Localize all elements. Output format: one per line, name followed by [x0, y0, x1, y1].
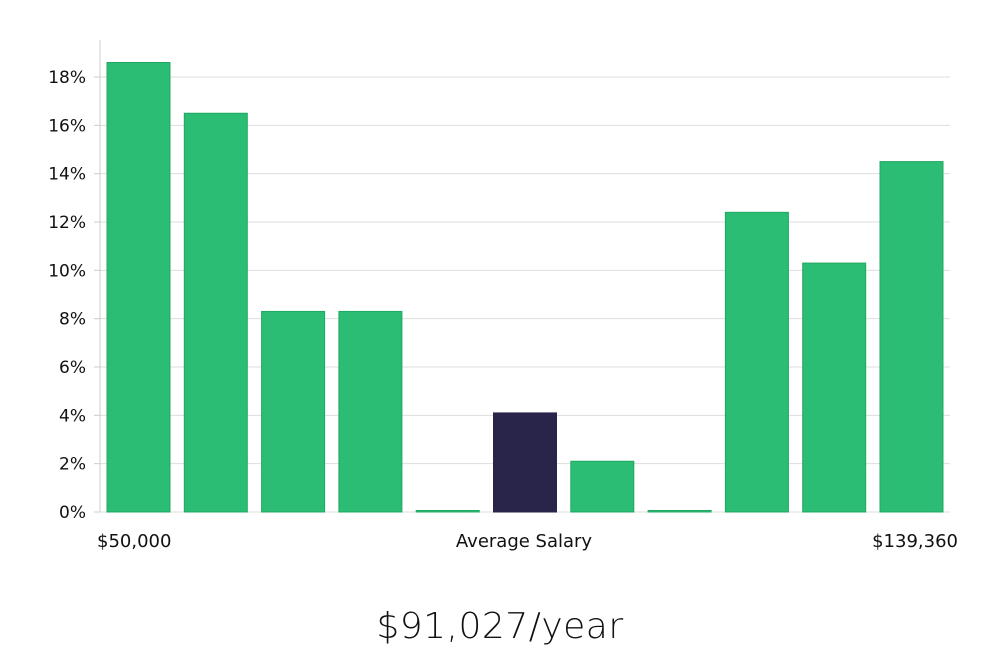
bar [879, 161, 944, 513]
bars [106, 62, 944, 513]
bar [570, 460, 635, 513]
y-tick-label: 8% [59, 310, 86, 330]
y-tick-label: 16% [48, 116, 86, 136]
y-tick-label: 4% [59, 406, 86, 426]
y-tick-label: 12% [48, 213, 86, 233]
y-tick-label: 18% [48, 68, 86, 88]
bar [415, 510, 480, 513]
y-tick-label: 14% [48, 165, 86, 185]
bar [338, 310, 403, 513]
x-max-label: $139,360 [872, 531, 958, 552]
bar-average-salary [493, 412, 557, 513]
x-axis-title: Average Salary [456, 531, 593, 552]
bar [802, 262, 867, 513]
bar [183, 112, 248, 513]
bar [724, 211, 789, 513]
y-tick-label: 2% [59, 455, 86, 475]
x-labels: $50,000 Average Salary $139,360 [97, 531, 958, 552]
bar [261, 310, 326, 513]
x-min-label: $50,000 [97, 531, 171, 552]
y-tick-label: 6% [59, 358, 86, 378]
y-tick-label: 10% [48, 261, 86, 281]
y-tick-label: 0% [59, 503, 86, 523]
bar [106, 62, 171, 513]
bar [647, 510, 712, 513]
y-tick-labels: 0% 2% 4% 6% 8% 10% 12% 14% 16% 18% [48, 68, 86, 523]
average-salary-value: $91,027/year [376, 606, 624, 647]
